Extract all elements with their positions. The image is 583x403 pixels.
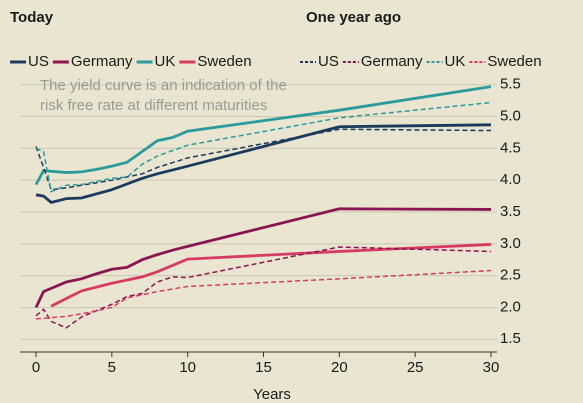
legend-label: US bbox=[318, 53, 339, 70]
y-tick-label: 2.5 bbox=[500, 267, 521, 284]
legend-label: US bbox=[28, 53, 49, 70]
legend-label: UK bbox=[445, 53, 466, 70]
y-tick-label: 4.5 bbox=[500, 139, 521, 156]
series-line bbox=[50, 243, 492, 308]
y-tick-label: 3.5 bbox=[500, 203, 521, 220]
y-tick-label: 2.0 bbox=[500, 298, 521, 315]
legend-label: Germany bbox=[71, 53, 133, 70]
series-line bbox=[35, 101, 492, 193]
x-axis-label: Years bbox=[253, 386, 291, 403]
legend-label: Sweden bbox=[487, 53, 541, 70]
x-tick-label: 15 bbox=[255, 359, 272, 376]
legend-label: UK bbox=[155, 53, 176, 70]
annotation: risk free rate at different maturities bbox=[40, 97, 267, 114]
series-line bbox=[34, 207, 492, 309]
series-line bbox=[35, 128, 492, 191]
y-tick-label: 4.0 bbox=[500, 171, 521, 188]
y-tick-label: 5.5 bbox=[500, 76, 521, 93]
x-tick-label: 20 bbox=[331, 359, 348, 376]
y-tick-label: 3.0 bbox=[500, 235, 521, 252]
series-line bbox=[35, 246, 492, 329]
legend-label: Sweden bbox=[197, 53, 251, 70]
x-tick-label: 25 bbox=[407, 359, 424, 376]
x-tick-label: 30 bbox=[483, 359, 500, 376]
annotation: The yield curve is an indication of the bbox=[40, 77, 287, 94]
x-tick-label: 10 bbox=[179, 359, 196, 376]
series-line bbox=[34, 85, 492, 186]
legend-title: Today bbox=[10, 9, 54, 26]
legend-label: Germany bbox=[361, 53, 423, 70]
x-tick-label: 5 bbox=[108, 359, 116, 376]
x-tick-label: 0 bbox=[32, 359, 40, 376]
series-line bbox=[35, 269, 492, 320]
y-tick-label: 5.0 bbox=[500, 108, 521, 125]
series-line bbox=[35, 123, 492, 204]
legend-title: One year ago bbox=[306, 9, 401, 26]
y-tick-label: 1.5 bbox=[500, 330, 521, 347]
